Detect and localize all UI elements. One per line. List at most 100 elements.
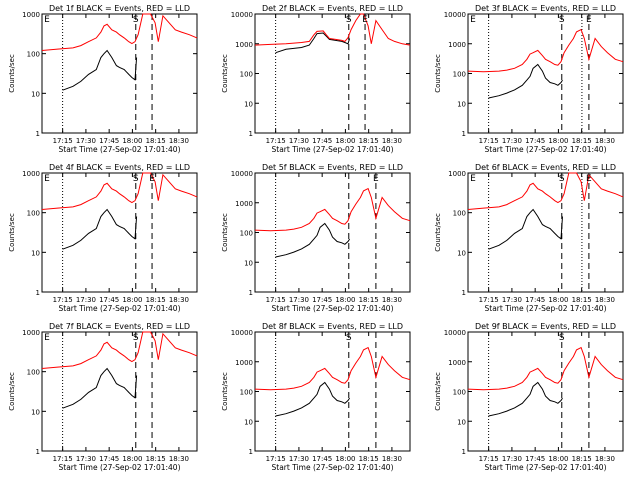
x-tick-label: 18:30 <box>169 137 189 145</box>
y-tick-label: 1 <box>36 448 40 456</box>
x-tick-label: 18:00 <box>548 455 568 463</box>
y-axis-label: Counts/sec <box>434 372 442 411</box>
plot-frame <box>467 13 624 134</box>
panel-title: Det 2f BLACK = Events, RED = LLD <box>262 4 403 13</box>
x-tick-label: 17:15 <box>266 455 286 463</box>
detector-panel-7: Det 7f BLACK = Events, RED = LLD 1 10 100 10… <box>8 322 198 472</box>
y-tick-label: 10 <box>457 100 466 108</box>
panel-title: Det 5f BLACK = Events, RED = LLD <box>262 163 403 172</box>
x-tick-label: 18:30 <box>169 455 189 463</box>
x-axis-label: Start Time (27-Sep-02 17:01:40) <box>485 463 607 472</box>
x-axis-label: Start Time (27-Sep-02 17:01:40) <box>272 304 394 313</box>
y-tick-label: 10 <box>457 418 466 426</box>
y-tick-label: 1 <box>36 130 40 138</box>
x-tick-label: 18:30 <box>382 137 402 145</box>
events-series-line <box>62 367 138 409</box>
x-tick-label: 17:30 <box>502 296 522 304</box>
interval-marker: E <box>470 174 476 184</box>
lld-series-line <box>467 346 624 391</box>
x-tick-label: 17:15 <box>266 137 286 145</box>
x-tick-label: 18:15 <box>572 137 592 145</box>
x-tick-label: 17:45 <box>525 137 545 145</box>
interval-marker: E <box>470 15 476 25</box>
plot-frame <box>41 172 198 293</box>
x-tick-label: 17:15 <box>479 296 499 304</box>
interval-marker: E <box>149 174 155 184</box>
y-tick-label: 10 <box>244 418 253 426</box>
events-series-line <box>488 381 563 417</box>
y-tick-label: 10000 <box>444 11 466 19</box>
detector-panel-8: Det 8f BLACK = Events, RED = LLD 1 10 100 10… <box>221 322 411 472</box>
x-tick-label: 18:15 <box>359 137 379 145</box>
lld-series-line <box>254 13 411 46</box>
detector-panel-4: Det 4f BLACK = Events, RED = LLD 1 10 100 10… <box>8 163 198 313</box>
x-tick-label: 17:30 <box>502 455 522 463</box>
y-tick-label: 100 <box>240 389 253 397</box>
x-axis-label: Start Time (27-Sep-02 17:01:40) <box>272 145 394 154</box>
x-tick-label: 18:00 <box>122 296 142 304</box>
lld-series-line <box>41 331 198 369</box>
y-tick-label: 1000 <box>22 170 40 178</box>
x-tick-label: 18:00 <box>122 137 142 145</box>
y-tick-label: 100 <box>453 71 466 79</box>
plot-frame <box>254 331 411 452</box>
x-tick-label: 18:15 <box>572 455 592 463</box>
y-tick-label: 1000 <box>22 329 40 337</box>
x-tick-label: 18:00 <box>548 296 568 304</box>
y-tick-label: 1000 <box>448 41 466 49</box>
x-tick-label: 18:15 <box>359 455 379 463</box>
y-tick-label: 1 <box>249 130 253 138</box>
x-axis-label: Start Time (27-Sep-02 17:01:40) <box>485 145 607 154</box>
detector-panel-6: Det 6f BLACK = Events, RED = LLD 1 10 100 10… <box>434 163 624 313</box>
y-tick-label: 1000 <box>448 170 466 178</box>
y-tick-label: 1000 <box>448 359 466 367</box>
x-tick-label: 17:30 <box>502 137 522 145</box>
x-tick-label: 17:15 <box>479 137 499 145</box>
events-series-line <box>62 208 138 250</box>
x-tick-label: 18:30 <box>595 296 615 304</box>
x-tick-label: 18:00 <box>335 455 355 463</box>
y-axis-label: Counts/sec <box>434 54 442 93</box>
interval-marker: E <box>586 15 592 25</box>
lld-series-line <box>254 346 411 391</box>
x-tick-label: 17:30 <box>76 137 96 145</box>
y-axis-label: Counts/sec <box>8 213 16 252</box>
panel-title: Det 8f BLACK = Events, RED = LLD <box>262 322 403 331</box>
plot-frame <box>467 331 624 452</box>
x-tick-label: 18:00 <box>335 137 355 145</box>
events-series-line <box>62 49 138 91</box>
y-axis-label: Counts/sec <box>434 213 442 252</box>
y-tick-label: 1000 <box>22 11 40 19</box>
interval-marker: E <box>44 174 50 184</box>
events-series-line <box>275 381 351 417</box>
y-tick-label: 1 <box>36 289 40 297</box>
events-series-line <box>275 222 351 258</box>
x-tick-label: 17:30 <box>289 137 309 145</box>
x-tick-label: 18:30 <box>382 296 402 304</box>
y-axis-label: Counts/sec <box>8 54 16 93</box>
lld-series-line <box>41 172 198 210</box>
detector-panel-3: Det 3f BLACK = Events, RED = LLD 1 10 100 10… <box>434 4 624 154</box>
x-tick-label: 17:15 <box>266 296 286 304</box>
y-tick-label: 1 <box>462 448 466 456</box>
x-tick-label: 18:30 <box>169 296 189 304</box>
x-axis-label: Start Time (27-Sep-02 17:01:40) <box>59 304 181 313</box>
x-tick-label: 17:15 <box>53 455 73 463</box>
plot-frame <box>254 172 411 293</box>
y-tick-label: 1 <box>462 130 466 138</box>
lld-series-line <box>41 13 198 51</box>
plot-frame <box>254 13 411 134</box>
x-tick-label: 18:00 <box>548 137 568 145</box>
y-tick-label: 100 <box>27 210 40 218</box>
y-tick-label: 1000 <box>235 359 253 367</box>
y-tick-label: 10000 <box>231 329 253 337</box>
interval-marker: S <box>559 174 565 184</box>
events-series-line <box>275 32 351 54</box>
x-tick-label: 17:45 <box>312 296 332 304</box>
x-tick-label: 17:15 <box>479 455 499 463</box>
y-axis-label: Counts/sec <box>8 372 16 411</box>
plot-frame <box>41 13 198 134</box>
x-tick-label: 17:30 <box>76 296 96 304</box>
detector-panel-2: Det 2f BLACK = Events, RED = LLD 1 10 100 10… <box>221 4 411 154</box>
